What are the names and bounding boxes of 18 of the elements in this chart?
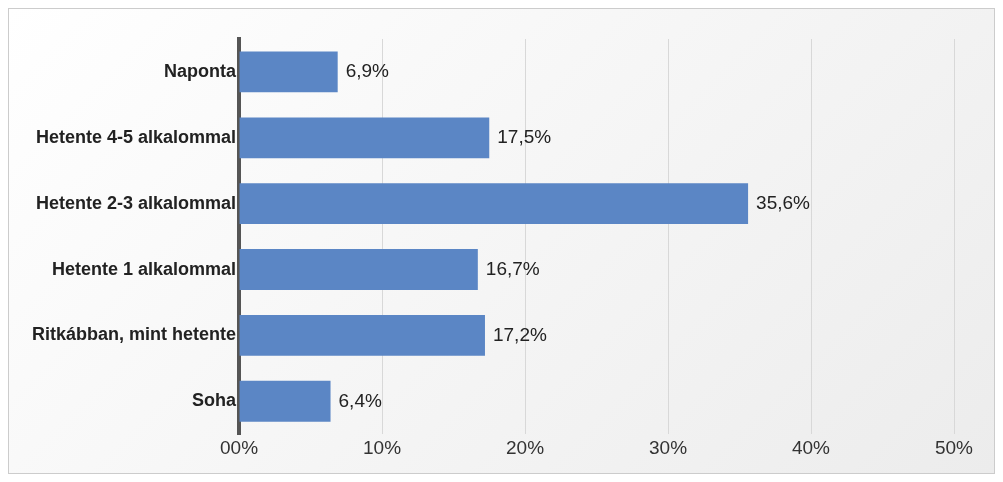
y-tick-label: Ritkábban, mint hetente <box>31 324 237 345</box>
data-label: 6,9% <box>345 60 390 82</box>
x-tick-label: 10% <box>363 436 402 458</box>
data-label: 17,5% <box>497 126 552 148</box>
data-label: 16,7% <box>485 257 540 279</box>
data-label: 35,6% <box>756 191 811 213</box>
y-tick-label: Hetente 2-3 alkalommal <box>35 192 237 213</box>
y-tick-label: Naponta <box>164 60 238 81</box>
x-tick-label: 40% <box>791 436 831 458</box>
x-tick-label: 20% <box>506 436 545 458</box>
data-label: 17,2% <box>492 323 547 345</box>
x-tick-label: 30% <box>648 436 688 458</box>
y-tick-label: Hetente 1 alkalommal <box>51 258 237 279</box>
data-label: 6,4% <box>338 389 382 411</box>
y-tick-label: Hetente 4-5 alkalommal <box>35 126 237 147</box>
x-tick-label: 50% <box>934 436 974 458</box>
y-tick-label: Soha <box>192 390 237 411</box>
x-tick-label: 00% <box>220 436 259 458</box>
